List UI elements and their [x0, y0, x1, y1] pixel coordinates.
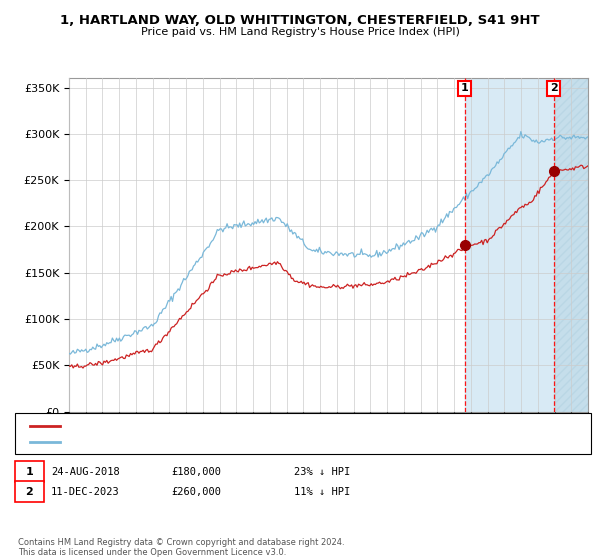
Text: 1: 1 — [26, 466, 33, 477]
Text: HPI: Average price, detached house, Chesterfield: HPI: Average price, detached house, Ches… — [66, 437, 306, 447]
Text: Price paid vs. HM Land Registry's House Price Index (HPI): Price paid vs. HM Land Registry's House … — [140, 27, 460, 37]
Text: 24-AUG-2018: 24-AUG-2018 — [51, 466, 120, 477]
Text: Contains HM Land Registry data © Crown copyright and database right 2024.
This d: Contains HM Land Registry data © Crown c… — [18, 538, 344, 557]
Text: 2: 2 — [26, 487, 33, 497]
Text: 11% ↓ HPI: 11% ↓ HPI — [294, 487, 350, 497]
Text: 1, HARTLAND WAY, OLD WHITTINGTON, CHESTERFIELD, S41 9HT: 1, HARTLAND WAY, OLD WHITTINGTON, CHESTE… — [60, 14, 540, 27]
Text: 1: 1 — [461, 83, 469, 94]
Text: £180,000: £180,000 — [171, 466, 221, 477]
Text: 23% ↓ HPI: 23% ↓ HPI — [294, 466, 350, 477]
Text: 1, HARTLAND WAY, OLD WHITTINGTON, CHESTERFIELD, S41 9HT (detached house): 1, HARTLAND WAY, OLD WHITTINGTON, CHESTE… — [66, 421, 471, 431]
Text: 2: 2 — [550, 83, 557, 94]
Text: 11-DEC-2023: 11-DEC-2023 — [51, 487, 120, 497]
Bar — [464, 78, 588, 412]
Text: £260,000: £260,000 — [171, 487, 221, 497]
Bar — [554, 78, 588, 412]
